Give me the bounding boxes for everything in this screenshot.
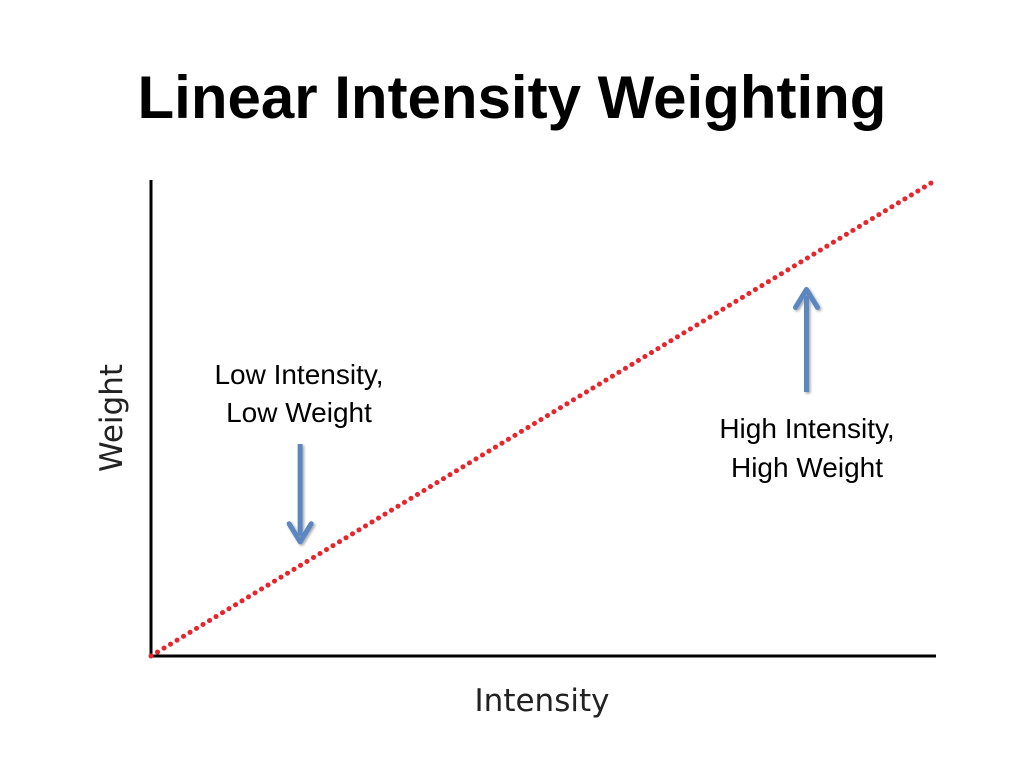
annotation-low-line-1: Low Intensity,: [214, 359, 383, 390]
series-line: [148, 177, 939, 659]
arrow-down-icon: [286, 444, 314, 545]
arrow-up-icon: [792, 286, 820, 392]
annotation-high-line-1: High Intensity,: [719, 413, 894, 444]
annotation-high-line-2: High Weight: [731, 452, 883, 483]
page-title: Linear Intensity Weighting: [137, 64, 887, 131]
y-axis-label: Weight: [94, 364, 130, 472]
arrow-head: [792, 286, 820, 310]
arrow-head: [286, 521, 314, 545]
annotation-low-line-2: Low Weight: [226, 397, 372, 428]
x-axis-label: Intensity: [475, 683, 610, 719]
